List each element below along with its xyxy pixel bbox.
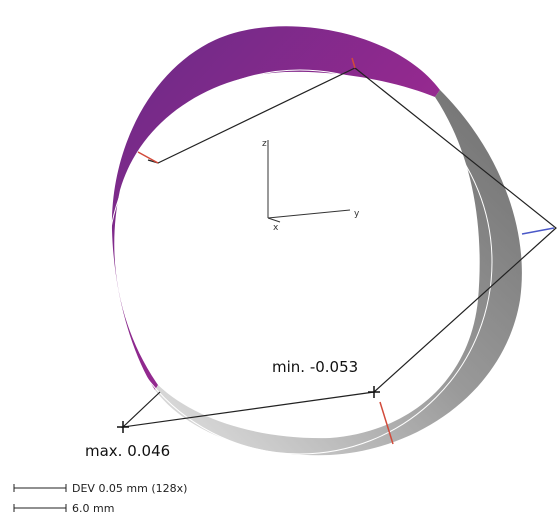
scale-length-label: 6.0 mm bbox=[72, 502, 114, 515]
axis-x-label: x bbox=[273, 223, 279, 233]
max-deviation-label: max. 0.046 bbox=[85, 442, 170, 460]
deviation-band-purple bbox=[111, 26, 440, 390]
tick-marker-bottom bbox=[379, 401, 394, 445]
reference-circle bbox=[107, 69, 493, 455]
tick-marker-left bbox=[137, 151, 159, 164]
axis-z-label: z bbox=[262, 139, 267, 149]
coordinate-axes bbox=[267, 140, 351, 223]
scale-dev-label: DEV 0.05 mm (128x) bbox=[72, 482, 187, 495]
max-marker bbox=[117, 421, 129, 433]
scale-bar-length bbox=[13, 504, 67, 512]
tick-marker-top bbox=[351, 57, 356, 69]
axis-y-label: y bbox=[354, 209, 360, 219]
min-marker bbox=[368, 386, 380, 398]
deviation-band-gray bbox=[155, 90, 522, 456]
scale-bar-dev bbox=[13, 484, 67, 492]
min-deviation-label: min. -0.053 bbox=[272, 358, 358, 376]
tick-marker-right bbox=[521, 227, 555, 235]
